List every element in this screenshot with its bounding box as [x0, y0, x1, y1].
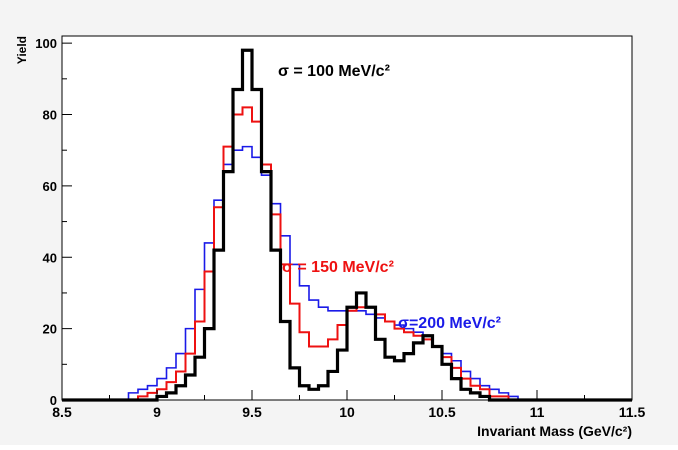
x-tick-label: 10 — [339, 404, 355, 420]
y-tick-label: 0 — [50, 393, 57, 408]
y-tick-label: 20 — [43, 322, 57, 337]
x-tick-label: 11 — [530, 404, 545, 420]
series-line-0 — [62, 48, 632, 402]
legend-label-sigma-150: σ = 150 MeV/c² — [282, 259, 394, 276]
x-tick-label: 9 — [153, 404, 161, 420]
legend-label-sigma-200: σ=200 MeV/c² — [398, 315, 501, 332]
y-tick-label: 60 — [43, 179, 57, 194]
x-axis-label: Invariant Mass (GeV/c²) — [477, 423, 632, 439]
series-line-1 — [62, 106, 632, 401]
y-tick-label: 40 — [43, 250, 57, 265]
x-tick-label: 9.5 — [242, 404, 262, 420]
legend-label-sigma-100: σ = 100 MeV/c² — [278, 63, 390, 80]
series-line-2 — [62, 145, 632, 401]
x-tick-label: 11.5 — [619, 404, 646, 420]
x-tick-label: 8.5 — [52, 404, 72, 420]
y-tick-label: 80 — [43, 108, 57, 123]
y-axis-label: Yield — [15, 36, 29, 64]
y-tick-label: 100 — [35, 36, 57, 51]
x-tick-label: 10.5 — [428, 404, 455, 420]
